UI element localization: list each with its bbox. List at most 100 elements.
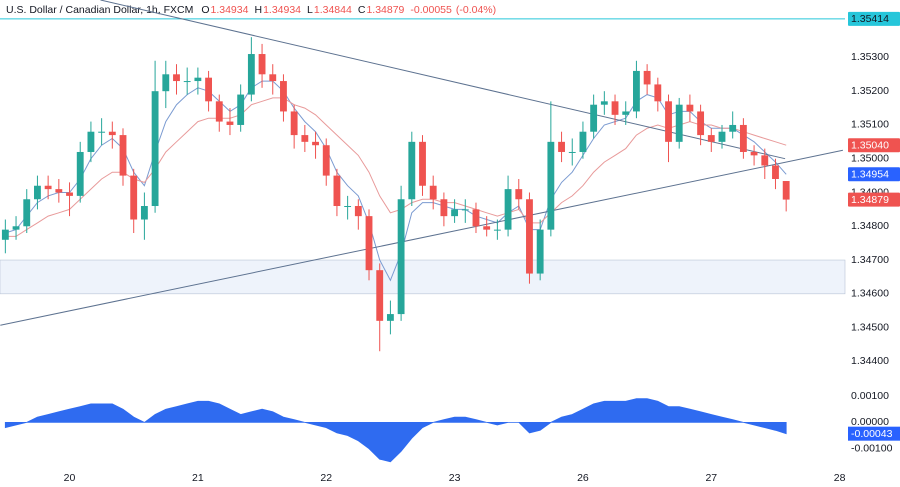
- candle-body: [707, 135, 715, 142]
- candle-body: [429, 185, 437, 200]
- osc-tick-label: 0.00100: [851, 390, 889, 402]
- candle-body: [600, 101, 608, 105]
- osc-badge-bg: [848, 426, 900, 441]
- candle-body: [280, 81, 287, 112]
- candle-body: [87, 131, 95, 152]
- oscillator-area: [4, 398, 787, 463]
- candle-body: [55, 189, 63, 193]
- header-field-value: 1.34879: [366, 4, 404, 16]
- candle-body: [247, 54, 255, 95]
- y-tick-label: 1.35300: [851, 51, 889, 63]
- close-badge: 1.34879: [851, 194, 889, 206]
- candle-body: [23, 199, 31, 227]
- y-tick-label: 1.35100: [851, 119, 889, 131]
- ma-badge: 1.35040: [851, 140, 889, 152]
- ma-badge-bg: [848, 167, 900, 182]
- candle-body: [633, 70, 640, 112]
- osc-tick-label: 0.00000: [851, 416, 889, 428]
- candle-body: [526, 199, 533, 274]
- candle-body: [76, 151, 84, 196]
- candle-body: [739, 124, 747, 152]
- candle-body: [472, 209, 480, 227]
- x-tick-label: 20: [64, 472, 76, 484]
- candle-body: [643, 70, 651, 85]
- candle-body: [493, 229, 501, 231]
- osc-badge: -0.00043: [851, 428, 893, 440]
- candle-body: [108, 131, 116, 136]
- candle-body: [461, 209, 469, 211]
- candle-body: [333, 175, 341, 207]
- header-field-label: O: [201, 4, 209, 16]
- ma-badge: 1.34954: [851, 169, 889, 181]
- candle-body: [344, 206, 352, 208]
- osc-tick-label: -0.00100: [851, 442, 893, 454]
- candle-body: [258, 54, 266, 75]
- candle-body: [750, 151, 758, 156]
- close-badge-bg: [848, 192, 900, 207]
- candle-body: [98, 131, 106, 133]
- candle-body: [483, 226, 491, 230]
- header-field-value: 1.34934: [263, 4, 301, 16]
- y-tick-label: 1.35000: [851, 153, 889, 165]
- candle-body: [675, 104, 683, 142]
- candle-body: [397, 199, 405, 315]
- candle-body: [119, 135, 127, 176]
- y-tick-label: 1.34400: [851, 355, 889, 367]
- x-tick-label: 21: [192, 472, 204, 484]
- candle-body: [408, 141, 416, 200]
- candle-body: [761, 155, 769, 166]
- trendline: [0, 149, 844, 326]
- y-tick-label: 1.34800: [851, 220, 889, 232]
- candle-body: [611, 101, 619, 115]
- y-tick-label: 1.34600: [851, 288, 889, 300]
- header-change: -0.00055: [410, 4, 452, 16]
- support-zone: [0, 259, 846, 295]
- candle-body: [130, 175, 138, 220]
- symbol: U.S. Dollar / Canadian Dollar, 1h, FXCM: [6, 4, 193, 16]
- candle-body: [194, 77, 202, 82]
- candle-body: [205, 77, 212, 102]
- candle-body: [590, 104, 598, 132]
- candle-body: [1, 229, 9, 240]
- header-field-label: C: [358, 4, 366, 16]
- candle-body: [697, 111, 705, 136]
- candle-body: [312, 141, 319, 146]
- candle-body: [504, 189, 512, 230]
- candle-body: [622, 111, 630, 115]
- candle-body: [66, 192, 73, 196]
- candle-body: [34, 185, 41, 200]
- header-change-pct: (-0.04%): [456, 4, 496, 16]
- candle-body: [440, 199, 448, 217]
- candle-body: [729, 124, 737, 132]
- candle-body: [579, 131, 587, 152]
- header-field-value: 1.34844: [314, 4, 352, 16]
- candle-body: [451, 209, 459, 217]
- candle-body: [365, 216, 373, 271]
- candle-body: [419, 141, 426, 186]
- x-tick-label: 27: [705, 472, 717, 484]
- x-tick-label: 23: [449, 472, 461, 484]
- header-field-label: L: [307, 4, 313, 16]
- candle-body: [215, 101, 223, 122]
- y-tick-label: 1.34500: [851, 321, 889, 333]
- ma-badge-bg: [848, 138, 900, 153]
- x-tick-label: 22: [320, 472, 332, 484]
- x-tick-label: 26: [577, 472, 589, 484]
- candle-body: [654, 84, 662, 102]
- candle-body: [558, 141, 565, 152]
- header: U.S. Dollar / Canadian Dollar, 1h, FXCM …: [6, 4, 496, 16]
- candle-body: [237, 94, 245, 125]
- candle-body: [151, 91, 159, 207]
- candle-body: [376, 270, 384, 321]
- candle-body: [140, 206, 148, 220]
- candle-body: [515, 189, 523, 200]
- candle-body: [568, 151, 576, 153]
- candle-body: [44, 185, 52, 190]
- candle-body: [354, 206, 362, 217]
- candle-body: [547, 141, 555, 230]
- candle-body: [782, 181, 790, 200]
- level-badge-bg: [848, 11, 900, 26]
- candle-body: [301, 135, 309, 142]
